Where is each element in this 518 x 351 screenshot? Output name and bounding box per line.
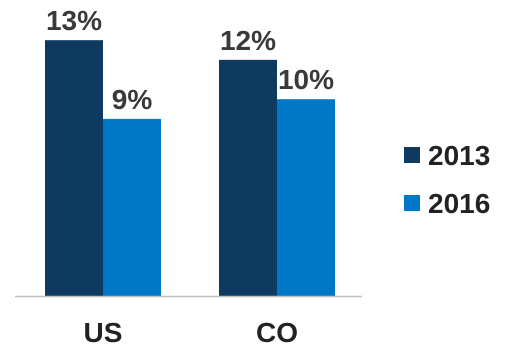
data-label-us-2016: 9%	[112, 84, 153, 115]
legend-swatch-2016	[404, 195, 420, 211]
data-labels-group: 13% 9% 12%10%	[46, 5, 334, 115]
bar-us-2013	[45, 40, 103, 296]
bars-group	[45, 40, 335, 297]
legend-label-2016: 2016	[428, 188, 490, 219]
data-label-co-2016: 10%	[278, 64, 334, 95]
x-tick-label-co: CO	[256, 317, 298, 348]
data-label-us-2013: 13%	[46, 5, 102, 36]
x-tick-label-us: US	[84, 317, 123, 348]
x-tick-labels-group: US CO	[84, 317, 298, 348]
bar-co-2013	[219, 59, 277, 296]
legend-label-2013: 2013	[428, 140, 490, 171]
legend-swatch-2013	[404, 147, 420, 163]
data-label-co-2013: 12%	[220, 25, 276, 56]
legend: 2013 2016	[404, 140, 490, 219]
bar-us-2016	[103, 118, 161, 297]
bar-co-2016	[277, 99, 335, 296]
